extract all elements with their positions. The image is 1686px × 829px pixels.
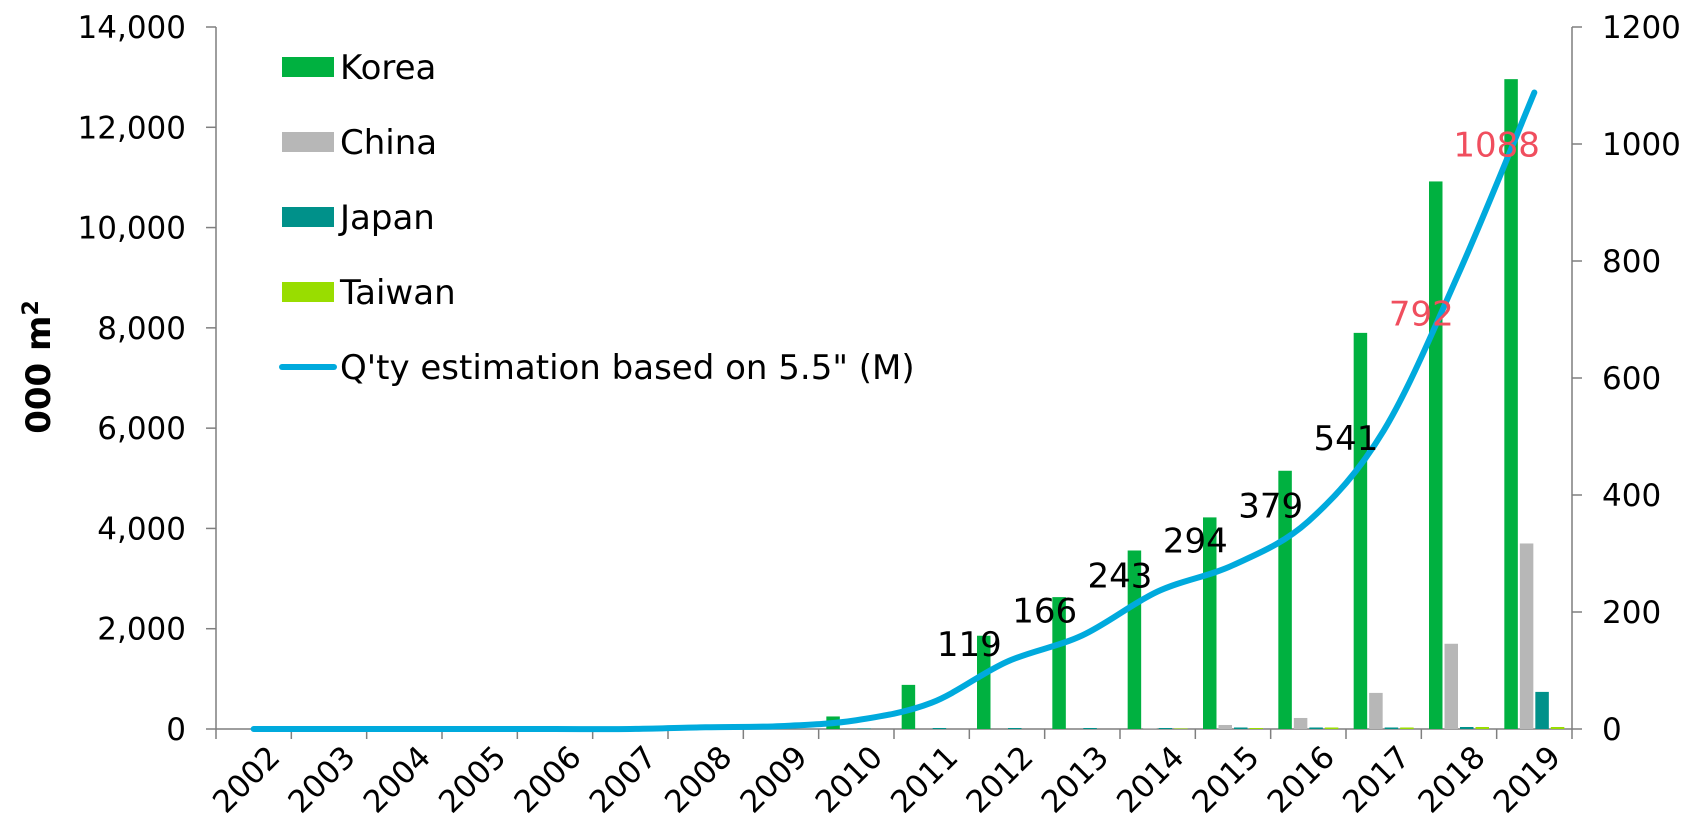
series-line-qty (250, 89, 1538, 733)
y-tick-label: 4,000 (97, 511, 186, 547)
x-tick-label: 2007 (583, 739, 664, 820)
bar-china (1444, 643, 1458, 729)
x-tick-label: 2008 (658, 739, 739, 820)
bars (826, 79, 1565, 730)
y-tick-label: 12,000 (78, 110, 186, 146)
legend-label: Q'ty estimation based on 5.5" (M) (340, 348, 915, 388)
data-label: 294 (1163, 521, 1228, 561)
bar-japan (1083, 727, 1097, 729)
x-tick-label: 2014 (1110, 739, 1191, 820)
x-tick-label: 2016 (1261, 739, 1342, 820)
x-tick-label: 2005 (432, 739, 513, 820)
x-tick-label: 2002 (206, 739, 287, 820)
bar-china (1143, 728, 1157, 729)
y-axis-title-text: 000 m2 (19, 300, 59, 434)
data-label: 119 (937, 625, 1002, 665)
x-tick-label: 2009 (733, 739, 814, 820)
x-tick-label: 2013 (1035, 739, 1116, 820)
y2-tick-label: 800 (1602, 244, 1661, 280)
x-tick-label: 2018 (1411, 739, 1492, 820)
bar-korea (1052, 597, 1066, 729)
y-tick-label: 0 (166, 712, 186, 748)
bar-china (1519, 543, 1534, 729)
x-tick-label: 2004 (357, 739, 438, 820)
bar-china (1293, 717, 1308, 729)
x-tick-label: 2015 (1185, 739, 1266, 820)
legend-swatch (282, 207, 334, 227)
bar-taiwan (1400, 727, 1414, 729)
data-label: 379 (1238, 486, 1303, 526)
y2-tick-label: 1200 (1602, 10, 1681, 46)
bar-china (1369, 692, 1383, 729)
y-tick-label: 14,000 (78, 10, 186, 46)
bar-japan (1460, 726, 1474, 729)
y-axis-title-main: 000 m (19, 316, 59, 434)
legend-label: Taiwan (339, 273, 456, 313)
bar-japan (1309, 727, 1323, 729)
y-tick-label: 10,000 (78, 211, 186, 247)
bar-japan (1234, 727, 1248, 729)
bar-taiwan (1249, 727, 1263, 729)
data-label: 541 (1314, 419, 1379, 459)
x-tick-label: 2011 (884, 739, 965, 820)
y2-tick-label: 0 (1602, 712, 1622, 748)
data-label: 166 (1012, 592, 1077, 632)
legend-label: Korea (340, 48, 436, 88)
bar-korea (977, 635, 991, 729)
bar-taiwan (1174, 728, 1188, 729)
line-layer (250, 89, 1538, 733)
x-tick-label: 2017 (1336, 739, 1417, 820)
bar-taiwan (1475, 726, 1489, 729)
y2-tick-label: 1000 (1602, 127, 1681, 163)
legend-swatch (282, 282, 334, 302)
bar-japan (1535, 691, 1549, 729)
y-axis-title: 000 m2 (19, 300, 59, 434)
y2-tick-label: 400 (1602, 478, 1661, 514)
x-tick-label: 2003 (281, 739, 362, 820)
bar-china (1218, 724, 1232, 729)
x-tick-label: 2006 (507, 739, 588, 820)
y-tick-label: 8,000 (97, 311, 186, 347)
y2-tick-label: 200 (1602, 595, 1661, 631)
bar-korea (1127, 550, 1142, 729)
y-tick-label: 2,000 (97, 612, 186, 648)
y-axis-title-superscript: 2 (19, 300, 44, 315)
x-tick-label: 2019 (1487, 739, 1568, 820)
x-tick-label: 2010 (809, 739, 890, 820)
x-tick-label: 2012 (959, 739, 1040, 820)
legend: Korea China Japan Taiwan Q'ty estimation bas… (279, 48, 915, 388)
bar-taiwan (1550, 726, 1565, 729)
bar-korea (1353, 332, 1368, 729)
data-label: 792 (1389, 295, 1454, 335)
data-label: 243 (1088, 556, 1153, 596)
legend-swatch (282, 132, 334, 152)
legend-label: Japan (338, 198, 435, 238)
bar-japan (1384, 727, 1399, 729)
bar-japan (857, 728, 871, 729)
legend-label: China (340, 123, 437, 163)
y-tick-label: 6,000 (97, 411, 186, 447)
bar-korea (901, 684, 916, 729)
bar-japan (1158, 727, 1173, 729)
y2-tick-label: 600 (1602, 361, 1661, 397)
legend-swatch (282, 57, 334, 77)
bar-korea (1504, 79, 1518, 730)
bar-taiwan (1324, 727, 1339, 729)
bar-korea (1429, 181, 1443, 729)
bar-japan (932, 727, 947, 729)
data-label: 1088 (1453, 126, 1540, 166)
bar-japan (1008, 727, 1022, 729)
